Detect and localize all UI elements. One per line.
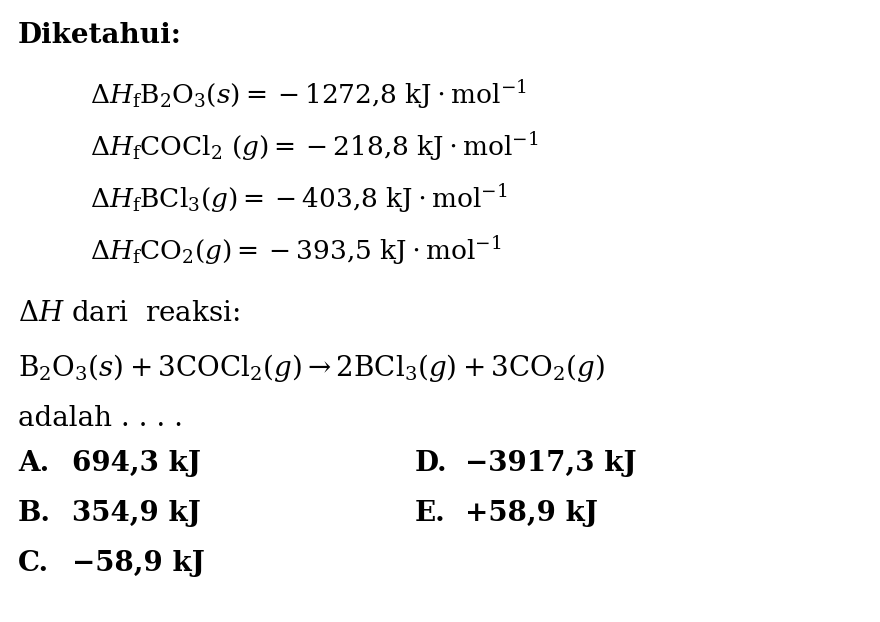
Text: +58,9 kJ: +58,9 kJ: [465, 500, 598, 527]
Text: $\Delta H_{\rm f}{\rm B_2O_3}(s) = -1272{,}8\ {\rm kJ} \cdot {\rm mol}^{-1}$: $\Delta H_{\rm f}{\rm B_2O_3}(s) = -1272…: [90, 78, 527, 111]
Text: Diketahui:: Diketahui:: [18, 22, 182, 49]
Text: $\Delta H_{\rm f}{\rm BCl_3}(g) = -403{,}8\ {\rm kJ} \cdot {\rm mol}^{-1}$: $\Delta H_{\rm f}{\rm BCl_3}(g) = -403{,…: [90, 182, 508, 215]
Text: 354,9 kJ: 354,9 kJ: [72, 500, 201, 527]
Text: adalah . . . .: adalah . . . .: [18, 405, 183, 432]
Text: $\Delta H_{\rm f}{\rm COCl_2}\ (g) = -218{,}8\ {\rm kJ} \cdot {\rm mol}^{-1}$: $\Delta H_{\rm f}{\rm COCl_2}\ (g) = -21…: [90, 130, 539, 163]
Text: −58,9 kJ: −58,9 kJ: [72, 550, 205, 577]
Text: D.: D.: [415, 450, 448, 477]
Text: E.: E.: [415, 500, 446, 527]
Text: A.: A.: [18, 450, 49, 477]
Text: $\Delta H$ dari  reaksi:: $\Delta H$ dari reaksi:: [18, 300, 240, 327]
Text: $\Delta H_{\rm f}{\rm CO_2}(g) = -393{,}5\ {\rm kJ} \cdot {\rm mol}^{-1}$: $\Delta H_{\rm f}{\rm CO_2}(g) = -393{,}…: [90, 234, 502, 267]
Text: C.: C.: [18, 550, 49, 577]
Text: 694,3 kJ: 694,3 kJ: [72, 450, 201, 477]
Text: B.: B.: [18, 500, 51, 527]
Text: −3917,3 kJ: −3917,3 kJ: [465, 450, 636, 477]
Text: ${\rm B_2O_3}(s) + 3{\rm COCl_2}(g) \rightarrow 2{\rm BCl_3}(g) + 3{\rm CO_2}(g): ${\rm B_2O_3}(s) + 3{\rm COCl_2}(g) \rig…: [18, 352, 605, 384]
